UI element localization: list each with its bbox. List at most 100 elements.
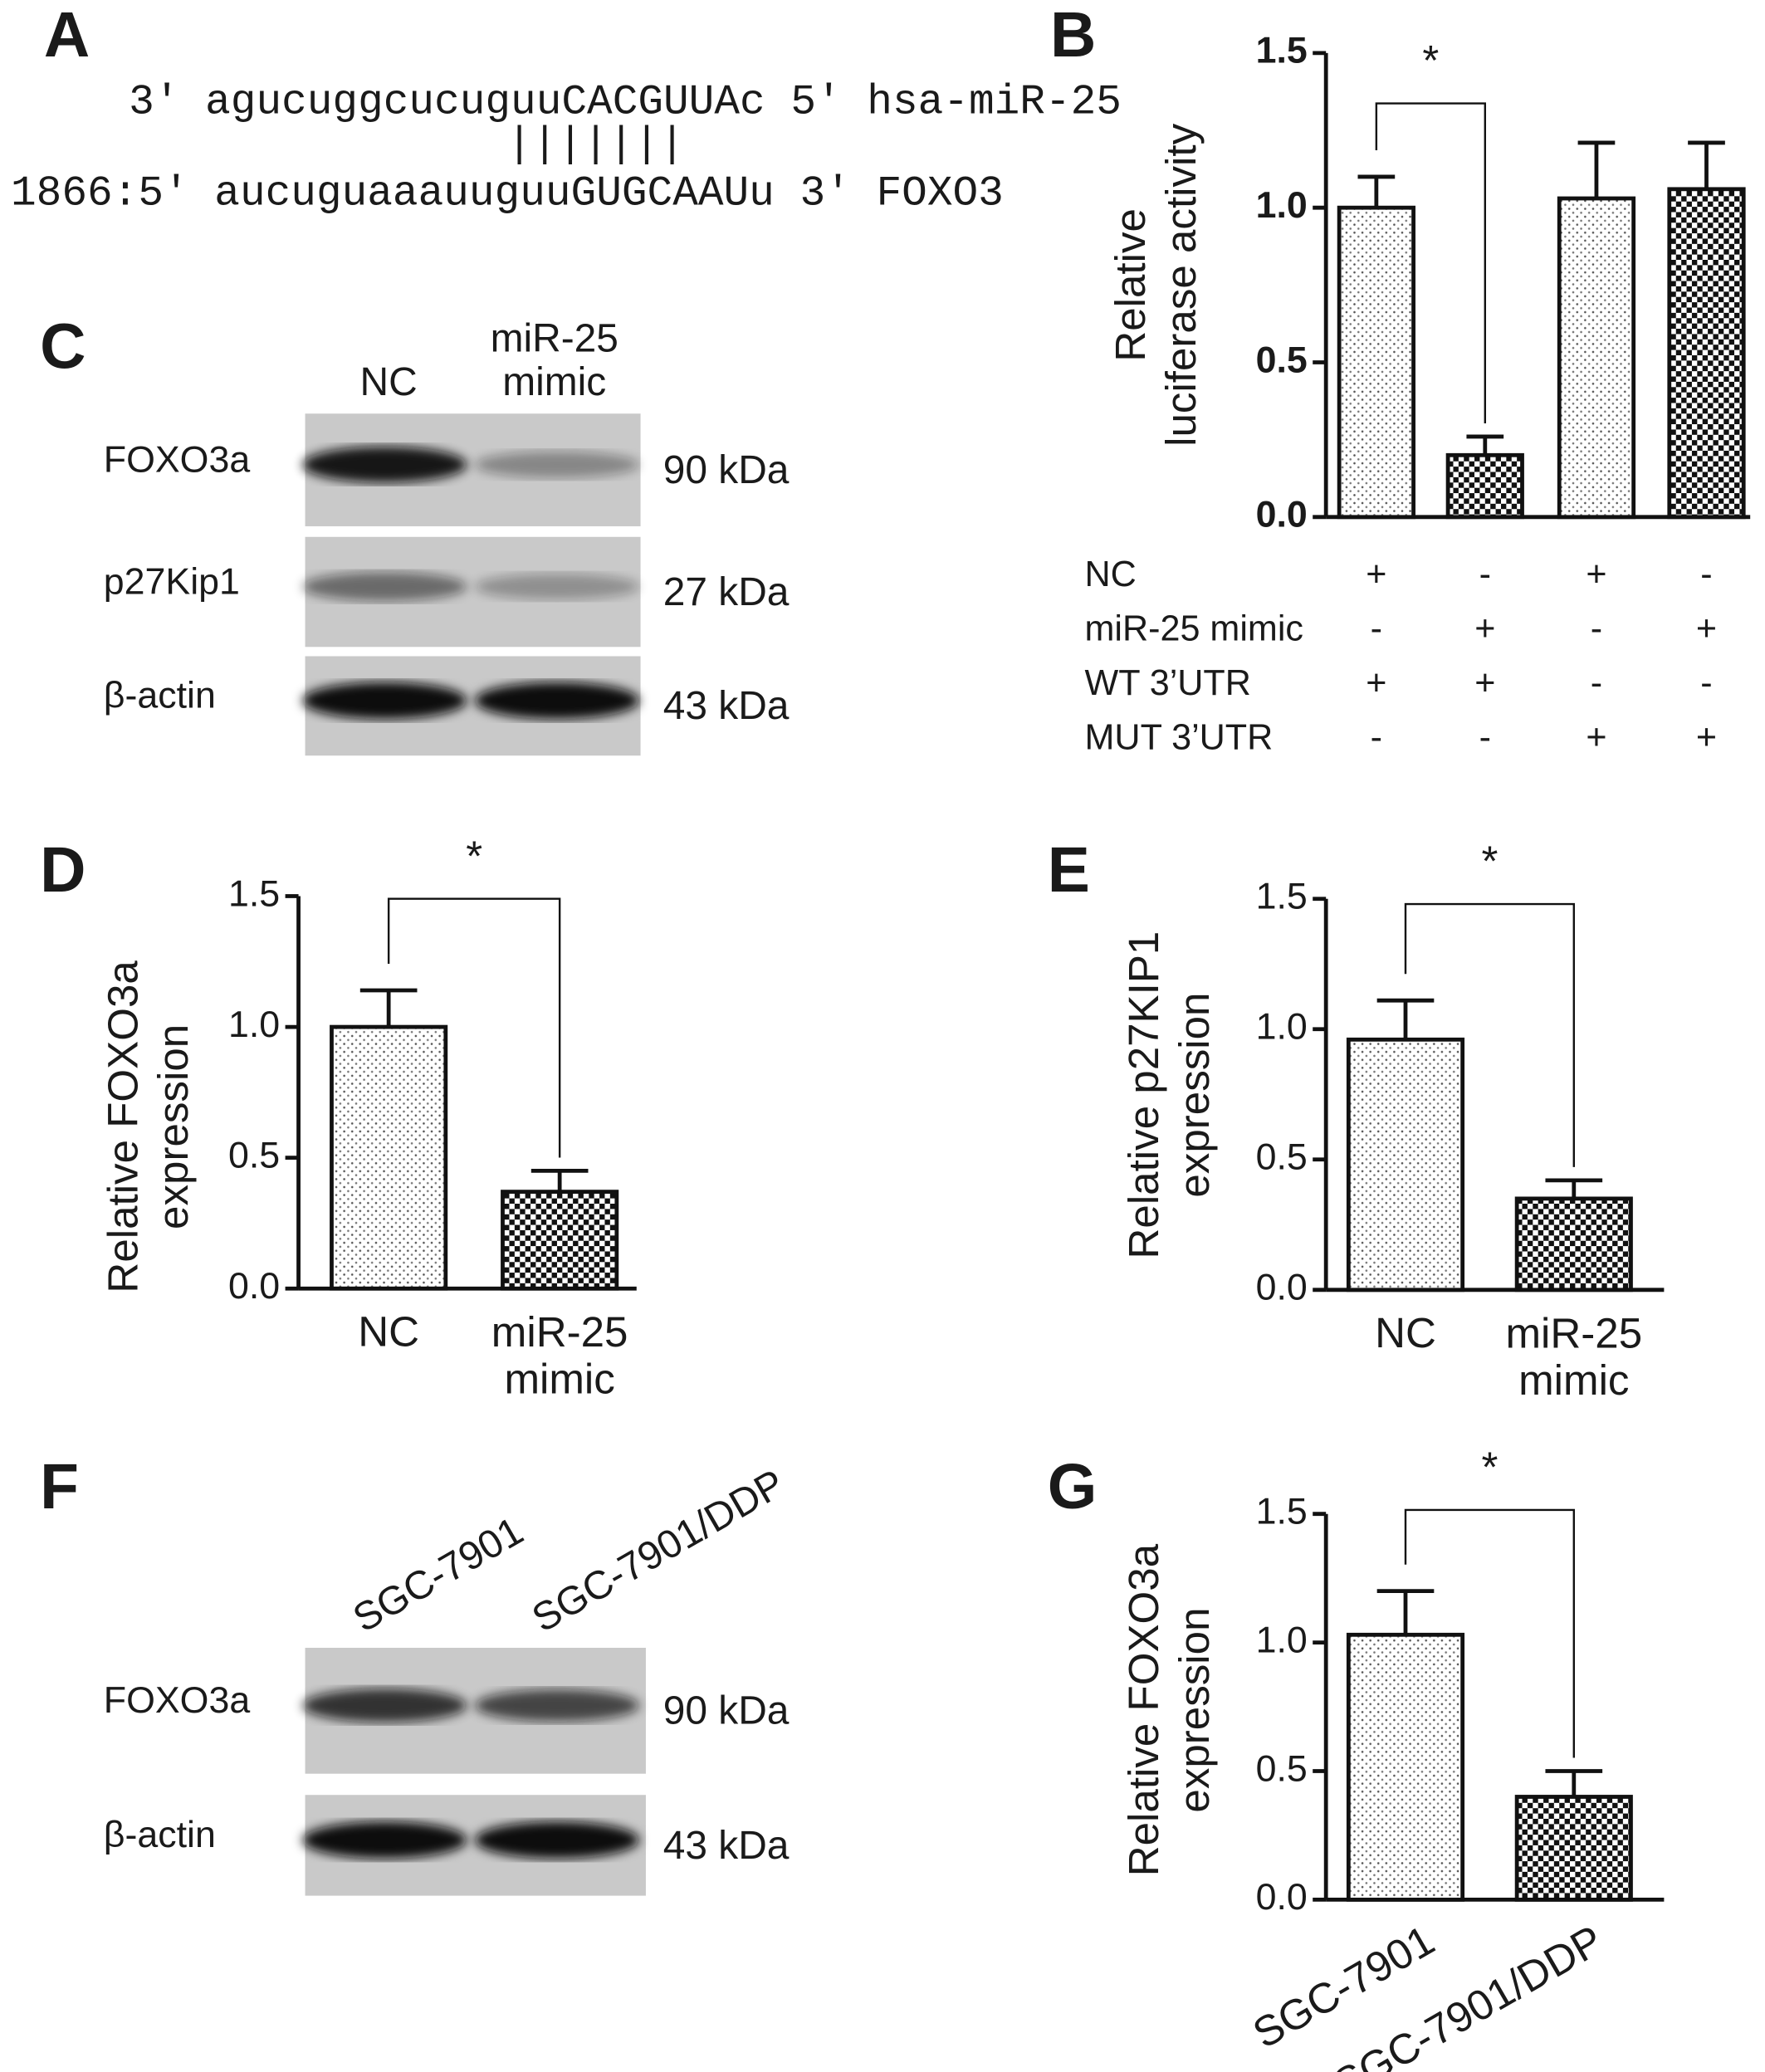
y-axis-label: Relative FOXO3a (99, 960, 146, 1293)
x-tick-label: NC (358, 1308, 419, 1356)
condition-mark: + (1474, 609, 1495, 649)
significance-label: * (1422, 37, 1439, 84)
bar (330, 1024, 448, 1291)
condition-mark: + (1586, 717, 1606, 757)
blot-band (474, 1688, 639, 1722)
y-axis-label: Relative FOXO3a (1120, 1543, 1167, 1876)
y-axis-label: luciferase activity (1157, 123, 1205, 446)
y-tick-label: 1.5 (228, 873, 280, 914)
y-tick-label: 0.5 (1256, 1137, 1308, 1178)
protein-label: FOXO3a (104, 1680, 251, 1721)
condition-mark: - (1479, 717, 1491, 757)
panel-letter: F (40, 1452, 79, 1522)
significance-bracket (1404, 1508, 1575, 1758)
size-label: 27 kDa (663, 570, 790, 614)
condition-label: MUT 3’UTR (1085, 717, 1274, 757)
significance-bracket (387, 897, 561, 1158)
panel-letter: B (1050, 0, 1096, 71)
condition-mark: + (1586, 555, 1606, 594)
significance-label: * (1481, 838, 1498, 885)
blot-band (302, 682, 467, 720)
y-axis-label: expression (1171, 1607, 1218, 1812)
y-tick-label: 0.5 (1256, 340, 1308, 380)
lane-label: miR-25 mimic (491, 316, 618, 404)
significance-label: * (466, 832, 482, 879)
bar (1557, 196, 1636, 520)
condition-label: miR-25 mimic (1085, 609, 1303, 649)
bar (1346, 1037, 1465, 1293)
protein-label: p27Kip1 (104, 561, 240, 602)
bar (1346, 1632, 1465, 1902)
target-sequence: 1866:5' aucuguaaauuguuGUGCAAUu 3' FOXO3 (11, 170, 1004, 218)
condition-mark: + (1696, 609, 1717, 649)
size-label: 90 kDa (663, 1689, 790, 1733)
y-tick-label: 0.0 (1256, 1877, 1308, 1918)
blot-band (302, 1821, 467, 1859)
y-axis-label: Relative p27KIP1 (1120, 931, 1167, 1259)
y-axis-label: expression (149, 1024, 197, 1229)
bar (1337, 205, 1415, 520)
bar (1667, 187, 1746, 520)
protein-label: β-actin (104, 1815, 216, 1855)
y-tick-label: 1.0 (1256, 1007, 1308, 1048)
panel-letter: C (40, 311, 86, 382)
condition-mark: - (1371, 717, 1382, 757)
size-label: 43 kDa (663, 684, 790, 728)
condition-mark: + (1366, 663, 1386, 703)
panel-letter: A (44, 0, 90, 71)
condition-mark: - (1591, 609, 1602, 649)
y-tick-label: 1.5 (1256, 877, 1308, 917)
condition-mark: - (1371, 609, 1382, 649)
mirna-sequence: 3' agucuggcucuguuCACGUUAc 5' hsa-miR-25 (129, 78, 1122, 126)
blot-band (302, 572, 467, 602)
blot-band (302, 1688, 467, 1723)
condition-mark: + (1696, 717, 1717, 757)
y-tick-label: 1.0 (1256, 1620, 1308, 1660)
y-tick-label: 0.0 (1256, 495, 1308, 535)
condition-mark: + (1366, 555, 1386, 594)
significance-label: * (1481, 1443, 1498, 1490)
y-tick-label: 1.0 (228, 1004, 280, 1045)
protein-label: β-actin (104, 676, 216, 716)
blot-band (302, 446, 467, 483)
condition-mark: - (1700, 663, 1712, 703)
y-tick-label: 1.5 (1256, 31, 1308, 71)
protein-label: FOXO3a (104, 439, 251, 480)
bar (501, 1190, 619, 1291)
blot-band (474, 682, 639, 720)
lane-label: SGC-7901 (346, 1509, 530, 1641)
condition-mark: - (1479, 555, 1491, 594)
condition-mark: - (1700, 555, 1712, 594)
significance-bracket (1375, 102, 1487, 423)
y-tick-label: 0.0 (228, 1266, 280, 1307)
condition-label: NC (1085, 555, 1137, 594)
bar (1514, 1795, 1633, 1902)
panel-letter: G (1048, 1452, 1098, 1522)
x-tick-label: miR-25 mimic (1505, 1309, 1642, 1403)
panel-letter: E (1048, 835, 1090, 906)
y-tick-label: 1.5 (1256, 1492, 1308, 1532)
condition-mark: + (1474, 663, 1495, 703)
blot-band (474, 451, 639, 478)
y-axis-label: Relative (1107, 208, 1154, 362)
y-tick-label: 1.0 (1256, 185, 1308, 226)
pairing: ||||||| (506, 121, 685, 169)
panel-letter: D (40, 835, 86, 906)
blot-band (474, 1821, 639, 1859)
lane-label: NC (360, 360, 418, 404)
y-tick-label: 0.0 (1256, 1268, 1308, 1308)
size-label: 90 kDa (663, 448, 790, 492)
lane-label: SGC-7901/DDP (525, 1461, 792, 1640)
y-tick-label: 0.5 (228, 1135, 280, 1175)
bar (1445, 452, 1524, 520)
blot-band (474, 573, 639, 600)
size-label: 43 kDa (663, 1824, 790, 1868)
significance-bracket (1404, 902, 1575, 1167)
condition-mark: - (1591, 663, 1602, 703)
x-tick-label: miR-25 mimic (491, 1308, 628, 1402)
bar (1514, 1196, 1633, 1293)
y-tick-label: 0.5 (1256, 1748, 1308, 1789)
x-tick-label: NC (1375, 1309, 1436, 1356)
